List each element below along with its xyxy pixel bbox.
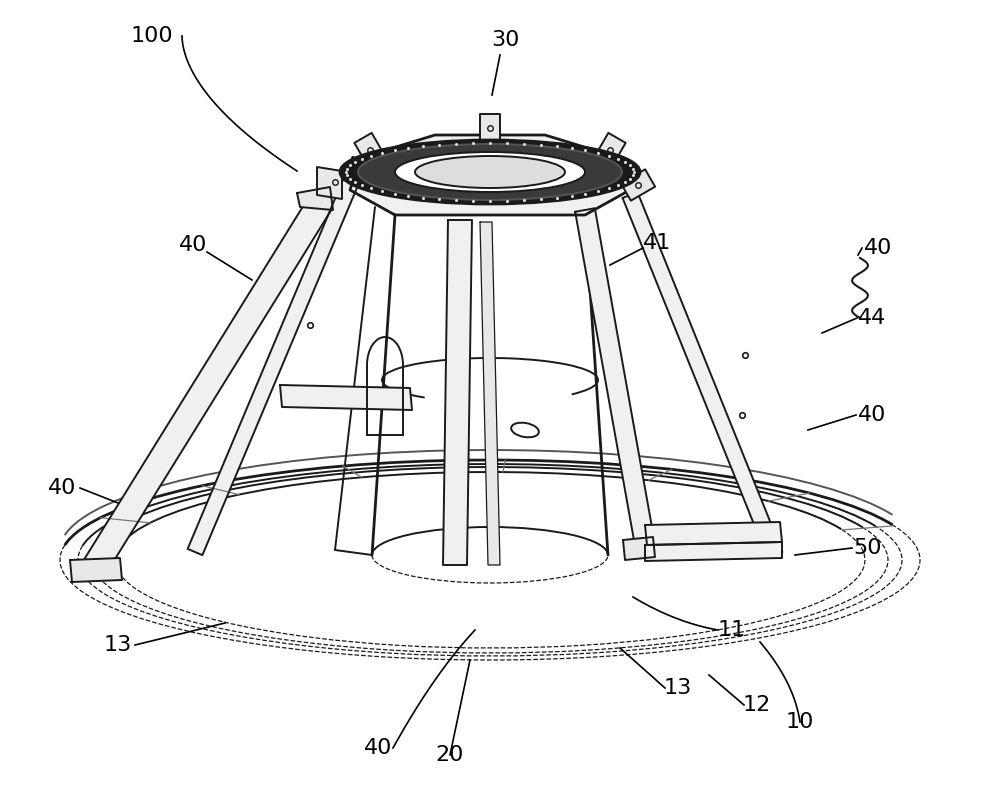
Polygon shape <box>623 192 782 558</box>
Ellipse shape <box>340 140 640 204</box>
Text: 41: 41 <box>643 233 671 253</box>
Ellipse shape <box>358 144 622 200</box>
Polygon shape <box>480 222 500 565</box>
Text: 100: 100 <box>131 26 173 46</box>
Text: 44: 44 <box>858 308 886 328</box>
Ellipse shape <box>395 152 585 192</box>
Polygon shape <box>280 385 412 410</box>
Text: 20: 20 <box>436 745 464 765</box>
Polygon shape <box>188 157 367 555</box>
Text: 12: 12 <box>743 695 771 715</box>
Polygon shape <box>354 133 386 167</box>
Polygon shape <box>594 133 626 167</box>
Text: 13: 13 <box>664 678 692 698</box>
Polygon shape <box>317 167 342 199</box>
Polygon shape <box>621 169 655 201</box>
Text: 40: 40 <box>858 405 886 425</box>
Polygon shape <box>645 542 782 561</box>
Polygon shape <box>297 187 333 210</box>
Text: 13: 13 <box>104 635 132 655</box>
Polygon shape <box>85 195 332 572</box>
Text: 40: 40 <box>864 238 892 258</box>
Polygon shape <box>645 522 782 545</box>
Polygon shape <box>623 537 655 560</box>
Text: 10: 10 <box>786 712 814 732</box>
Polygon shape <box>70 558 122 582</box>
Text: 40: 40 <box>48 478 76 498</box>
Ellipse shape <box>511 422 539 437</box>
Polygon shape <box>443 220 472 565</box>
Text: 30: 30 <box>491 30 519 50</box>
Text: 11: 11 <box>718 620 746 640</box>
Text: 40: 40 <box>364 738 392 758</box>
Polygon shape <box>480 114 500 142</box>
Text: 50: 50 <box>854 538 882 558</box>
Ellipse shape <box>415 156 565 188</box>
Text: 40: 40 <box>179 235 207 255</box>
Polygon shape <box>575 208 655 547</box>
Polygon shape <box>350 135 630 215</box>
